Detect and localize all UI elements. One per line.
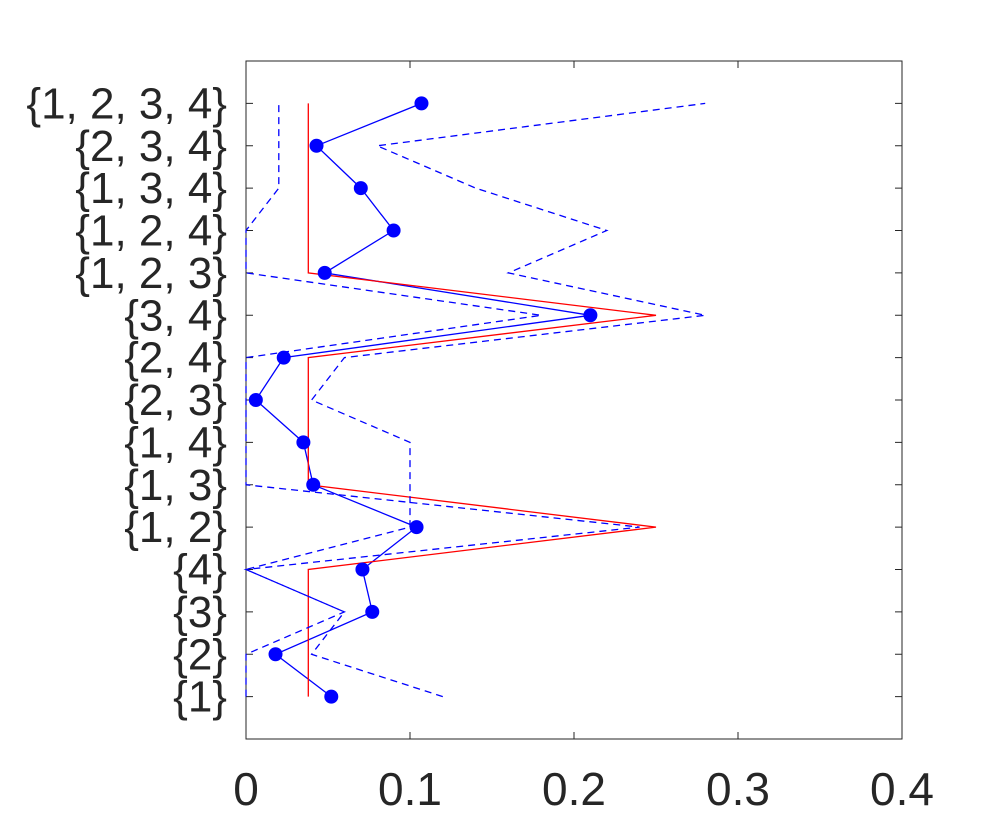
data-point	[309, 138, 324, 153]
y-tick-label: {2, 3, 4}	[75, 122, 227, 171]
data-point	[296, 435, 311, 450]
series-line	[254, 102, 591, 698]
series-layer	[243, 96, 706, 704]
y-tick-label: {1, 2, 3}	[75, 249, 227, 298]
data-point	[324, 689, 339, 704]
data-point	[317, 265, 332, 280]
y-tick-label: {4}	[173, 546, 227, 595]
data-point	[386, 223, 401, 238]
y-tick-label: {1, 2, 3, 4}	[26, 79, 227, 128]
axes-frame	[245, 60, 903, 740]
data-point	[409, 520, 424, 535]
data-point	[583, 308, 598, 323]
data-point	[353, 181, 368, 196]
y-tick-label: {2, 4}	[124, 334, 227, 383]
plot-box	[245, 60, 903, 740]
data-point	[268, 647, 283, 662]
y-tick-label: {1}	[173, 673, 227, 722]
y-tick-label: {1, 2, 4}	[75, 207, 227, 256]
x-tick-label: 0	[233, 763, 259, 815]
series-line	[307, 103, 657, 697]
x-tick-label: 0.1	[378, 763, 442, 815]
y-tick-label: {2}	[173, 630, 227, 679]
data-point	[276, 350, 291, 365]
y-tick-label: {3}	[173, 588, 227, 637]
series-line	[243, 102, 706, 698]
y-tick-label: {1, 2}	[124, 503, 227, 552]
y-tick-label: {1, 4}	[124, 418, 227, 467]
x-tick-label: 0.3	[706, 763, 770, 815]
series-line	[243, 103, 640, 697]
y-tick-label: {3, 4}	[124, 291, 227, 340]
data-point	[414, 96, 429, 111]
y-tick-label: {1, 3, 4}	[75, 164, 227, 213]
data-point	[306, 477, 321, 492]
axes-ticks	[245, 61, 903, 739]
tick-labels: 0 0.1 0.2 0.3 0.4{1}{2}{3}{4}{1, 2}{1, 3}{1,…	[26, 79, 934, 815]
x-tick-label: 0.4	[870, 763, 934, 815]
x-tick-label: 0.2	[542, 763, 606, 815]
data-point	[365, 604, 380, 619]
y-tick-label: {2, 3}	[124, 376, 227, 425]
y-tick-label: {1, 3}	[124, 461, 227, 510]
data-point	[355, 562, 370, 577]
data-point	[248, 393, 263, 407]
